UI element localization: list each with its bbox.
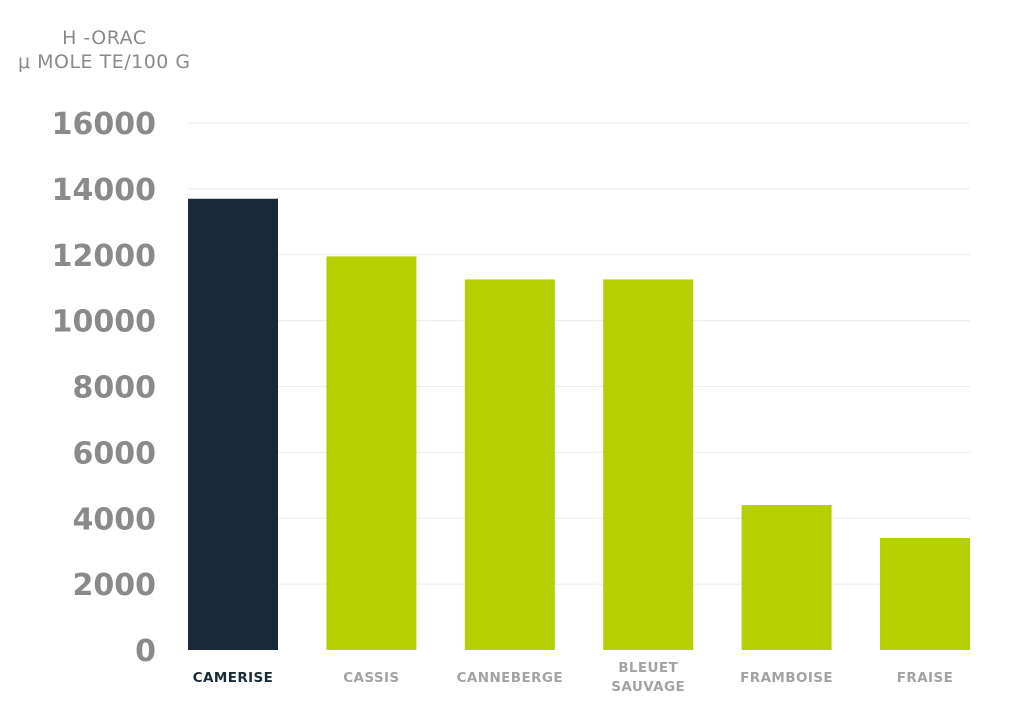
y-tick-label: 12000 xyxy=(52,239,156,274)
x-category-label: FRAMBOISE xyxy=(740,670,833,686)
bar xyxy=(464,279,555,650)
y-axis-title: H -ORAC μ MOLE TE/100 G xyxy=(18,26,191,74)
bars xyxy=(188,198,970,650)
y-tick-label: 2000 xyxy=(73,568,157,603)
y-tick-label: 0 xyxy=(135,634,156,669)
x-axis-categories: CAMERISE CASSIS CANNEBERGE BLEUET SAUVAGE FRA… xyxy=(193,660,953,695)
grid-lines xyxy=(188,122,970,585)
y-axis-title-line-1: H -ORAC xyxy=(62,27,147,49)
x-category-label: SAUVAGE xyxy=(611,679,685,695)
y-tick-label: 16000 xyxy=(52,107,156,142)
y-tick-label: 4000 xyxy=(73,502,157,537)
y-axis-title-line-2: μ MOLE TE/100 G xyxy=(18,51,191,73)
x-category-label: FRAISE xyxy=(897,670,953,686)
y-tick-label: 8000 xyxy=(73,371,157,406)
bar xyxy=(741,505,832,650)
bar xyxy=(603,279,694,650)
y-axis-ticks: 0 2000 4000 6000 8000 10000 12000 14000 16000 xyxy=(52,107,156,669)
bar xyxy=(880,538,970,650)
x-category-label: CASSIS xyxy=(343,670,399,686)
x-category-label: BLEUET xyxy=(618,660,678,676)
y-tick-label: 6000 xyxy=(73,436,157,471)
bar xyxy=(326,256,417,650)
bar xyxy=(188,198,278,650)
x-category-label: CANNEBERGE xyxy=(457,670,563,686)
x-category-label: CAMERISE xyxy=(193,670,274,686)
y-tick-label: 14000 xyxy=(52,173,156,208)
y-tick-label: 10000 xyxy=(52,305,156,340)
